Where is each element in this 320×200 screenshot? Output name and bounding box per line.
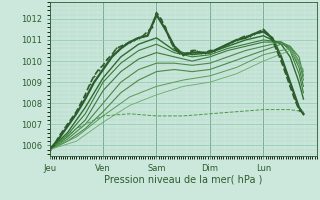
X-axis label: Pression niveau de la mer( hPa ): Pression niveau de la mer( hPa ): [104, 174, 262, 184]
